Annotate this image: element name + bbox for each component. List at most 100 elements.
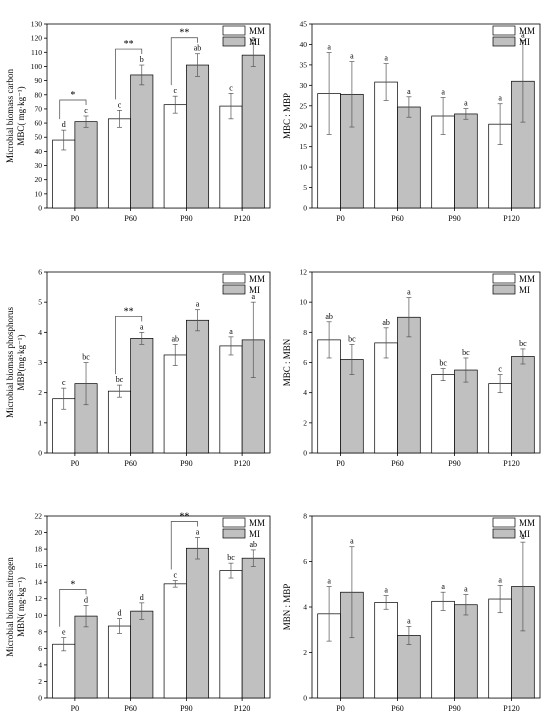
bar-MM-P60	[374, 602, 398, 699]
y-tick-label: 100	[31, 62, 43, 71]
y-tick-label: 10	[300, 163, 308, 172]
bar-MI-P0	[74, 615, 98, 699]
significance-bracket	[59, 99, 87, 120]
bar-MM-P90	[431, 600, 455, 699]
legend-swatch-MM	[492, 273, 516, 284]
significance-letter: a	[251, 34, 255, 43]
significance-marker: **	[179, 512, 189, 523]
y-tick-label: 8	[303, 328, 307, 337]
legend-label-MI: MI	[519, 529, 530, 539]
x-tick-label: P0	[336, 214, 344, 223]
bar-MI-P90	[454, 369, 478, 454]
significance-letter: bc	[82, 353, 90, 362]
significance-letter: a	[350, 537, 354, 546]
legend-swatch-MI	[222, 528, 246, 539]
significance-letter: a	[384, 586, 388, 595]
y-tick-label: 2	[303, 648, 307, 657]
significance-bracket	[170, 37, 198, 86]
y-tick-label: 0	[38, 449, 42, 458]
significance-letter: a	[464, 584, 468, 593]
legend-label-MI: MI	[249, 285, 260, 295]
y-tick-label: 2	[303, 418, 307, 427]
x-tick-label: P120	[503, 214, 519, 223]
y-tick-label: 6	[303, 557, 307, 566]
bar-MI-P90	[186, 319, 210, 454]
x-tick-label: P60	[391, 704, 403, 713]
legend-label-MI: MI	[519, 285, 530, 295]
y-axis-label: MBC : MBN	[282, 338, 292, 386]
y-axis-label-line: MBN : MBP	[282, 584, 292, 631]
y-tick-label: 35	[300, 60, 308, 69]
x-tick-label: P120	[503, 704, 519, 713]
bar-MM-P60	[374, 81, 398, 209]
x-tick-label: P60	[391, 459, 403, 468]
bar-MM-P90	[163, 354, 187, 454]
y-tick-label: 4	[38, 328, 42, 337]
plot-frame	[46, 515, 271, 699]
y-axis-label: MBN : MBP	[282, 584, 292, 631]
significance-letter: bc	[462, 348, 470, 357]
x-tick-label: P120	[503, 459, 519, 468]
legend-label-MI: MI	[249, 37, 260, 47]
legend-swatch-MM	[222, 517, 246, 528]
significance-letter: a	[498, 94, 502, 103]
y-tick-label: 6	[303, 358, 307, 367]
chart-panel-1: 0 10 20 30 40 50 60 70 80 90 100 110 120 130 Microbial…	[5, 20, 271, 223]
y-tick-label: 40	[35, 147, 43, 156]
legend-label-MM: MM	[519, 274, 535, 284]
significance-letter: ab	[249, 540, 257, 549]
x-tick-label: P90	[180, 704, 192, 713]
y-tick-label: 0	[303, 449, 307, 458]
y-axis-label-line: Microbial biomass nitrogen	[5, 557, 15, 657]
y-tick-label: 0	[38, 204, 42, 213]
significance-letter: b	[140, 55, 144, 64]
significance-marker: *	[70, 579, 75, 590]
y-tick-label: 12	[35, 594, 43, 603]
y-tick-label: 0	[303, 694, 307, 703]
significance-letter: a	[196, 300, 200, 309]
bar-MI-P120	[511, 356, 535, 454]
y-tick-label: 10	[35, 189, 43, 198]
significance-letter: c	[498, 365, 502, 374]
legend-label-MI: MI	[249, 529, 260, 539]
x-tick-label: P90	[448, 214, 460, 223]
bar-MM-P120	[219, 345, 243, 454]
significance-letter: a	[521, 30, 525, 39]
significance-letter: bc	[439, 359, 447, 368]
significance-letter: a	[407, 288, 411, 297]
y-axis-label-line: MBC : MBN	[282, 338, 292, 386]
significance-letter: bc	[227, 553, 235, 562]
bar-MM-P90	[163, 104, 187, 209]
y-tick-label: 20	[300, 122, 308, 131]
y-tick-label: 8	[38, 627, 42, 636]
y-tick-label: 4	[303, 388, 307, 397]
significance-letter: a	[441, 582, 445, 591]
y-tick-label: 4	[303, 603, 307, 612]
bar-MM-P120	[488, 383, 512, 454]
legend-label-MM: MM	[249, 518, 265, 528]
x-tick-label: P60	[124, 214, 136, 223]
y-tick-label: 18	[35, 545, 43, 554]
x-tick-label: P60	[391, 214, 403, 223]
significance-marker: **	[179, 28, 189, 39]
x-tick-label: P90	[180, 459, 192, 468]
significance-letter: d	[62, 120, 66, 129]
y-tick-label: 130	[31, 20, 43, 29]
bar-MM-P0	[52, 643, 76, 699]
significance-letter: bc	[116, 375, 124, 384]
significance-marker: *	[70, 90, 75, 101]
bar-MM-P60	[107, 625, 131, 699]
x-tick-label: P90	[448, 704, 460, 713]
y-tick-label: 30	[35, 161, 43, 170]
bar-MI-P60	[130, 610, 154, 699]
y-tick-label: 110	[31, 48, 42, 57]
y-axis-label: Microbial biomass phosphorus MBP(mg·kg⁻¹)	[5, 307, 26, 418]
significance-letter: e	[62, 628, 66, 637]
y-axis-label-line: MBC : MBP	[282, 93, 292, 139]
significance-letter: a	[441, 88, 445, 97]
significance-letter: c	[118, 100, 122, 109]
